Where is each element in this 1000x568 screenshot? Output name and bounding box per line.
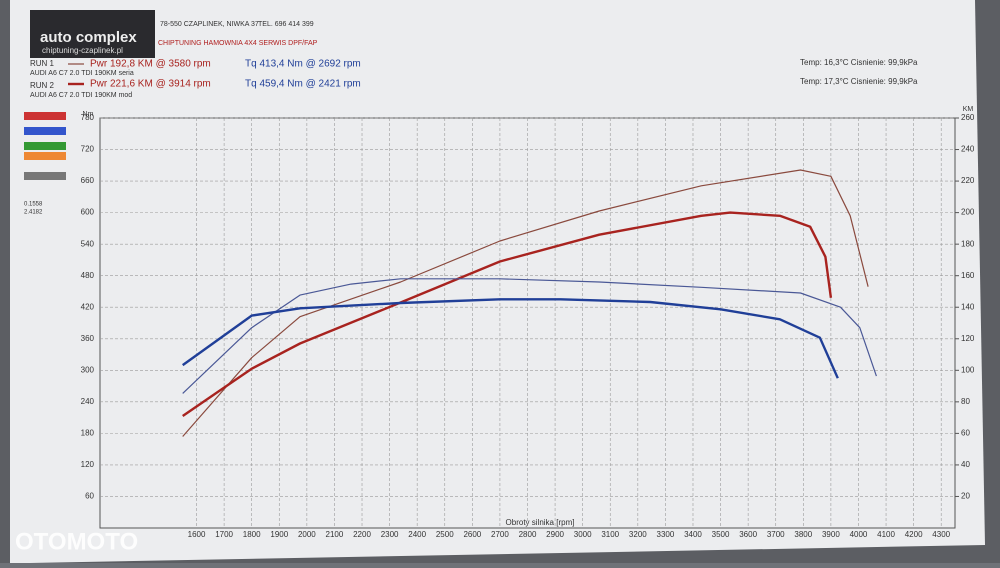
y-tick-label: 540 <box>81 239 95 248</box>
y-tick-label: 240 <box>81 397 95 406</box>
x-tick-label: 2600 <box>463 530 481 539</box>
legend-label: Pwr 192,8 KM @ 3580 rpm <box>90 59 211 70</box>
series-line <box>182 169 869 437</box>
sidebar-value: 2.4182 <box>24 210 43 216</box>
run-label: RUN 1 <box>30 59 55 68</box>
series-line <box>182 211 833 417</box>
x-tick-label: 1900 <box>270 530 288 539</box>
y2-axis-label: KM <box>963 106 974 113</box>
swatch <box>24 172 66 180</box>
y-tick-label: 360 <box>81 334 95 343</box>
y-tick-label: 720 <box>81 145 95 154</box>
y2-tick-label: 200 <box>961 208 975 217</box>
watermark: OTOMOTO <box>15 528 138 555</box>
x-tick-label: 3300 <box>657 530 675 539</box>
paper <box>10 0 985 563</box>
x-tick-label: 2100 <box>326 530 344 539</box>
y2-tick-label: 160 <box>961 271 975 280</box>
x-tick-label: 2900 <box>546 530 564 539</box>
x-tick-label: 3000 <box>574 530 592 539</box>
run-car: AUDI A6 C7 2.0 TDI 190KM seria <box>30 70 134 77</box>
y2-tick-label: 140 <box>961 302 975 311</box>
x-tick-label: 2000 <box>298 530 316 539</box>
conditions: Temp: 17,3°C Cisnienie: 99,9kPa <box>800 77 918 86</box>
swatch <box>24 142 66 150</box>
x-tick-label: 2200 <box>353 530 371 539</box>
x-tick-label: 1800 <box>243 530 261 539</box>
x-tick-label: 3600 <box>739 530 757 539</box>
y2-tick-label: 240 <box>961 145 975 154</box>
y2-tick-label: 20 <box>961 492 970 501</box>
x-tick-label: 3100 <box>601 530 619 539</box>
x-tick-label: 2400 <box>408 530 426 539</box>
x-tick-label: 3200 <box>629 530 647 539</box>
y-tick-label: 600 <box>81 208 95 217</box>
x-tick-label: 2700 <box>491 530 509 539</box>
x-tick-label: 2800 <box>519 530 537 539</box>
x-tick-label: 3900 <box>822 530 840 539</box>
run-label: RUN 2 <box>30 81 55 90</box>
sidebar: 0.1558 2.4182 <box>24 112 66 216</box>
y2-tick-label: 260 <box>961 113 975 122</box>
x-tick-label: 1600 <box>188 530 206 539</box>
y2-tick-label: 40 <box>961 460 970 469</box>
swatch <box>24 152 66 160</box>
x-tick-label: 3500 <box>712 530 730 539</box>
x-tick-label: 3700 <box>767 530 785 539</box>
y-tick-label: 60 <box>85 492 94 501</box>
x-tick-label: 4300 <box>932 530 950 539</box>
y-tick-label: 660 <box>81 176 95 185</box>
x-axis-label: Obroty silnika [rpm] <box>506 518 575 527</box>
y-tick-label: 780 <box>81 113 95 122</box>
legend-label: Tq 413,4 Nm @ 2692 rpm <box>245 59 361 70</box>
swatch <box>24 112 66 120</box>
legend-label: Tq 459,4 Nm @ 2421 rpm <box>245 79 361 90</box>
y2-tick-label: 180 <box>961 239 975 248</box>
y2-tick-label: 60 <box>961 428 970 437</box>
y2-tick-label: 120 <box>961 334 975 343</box>
brand: auto complex <box>40 29 137 46</box>
x-tick-label: 3800 <box>794 530 812 539</box>
legend-label: Pwr 221,6 KM @ 3914 rpm <box>90 79 211 90</box>
x-tick-label: 4200 <box>905 530 923 539</box>
y2-tick-label: 220 <box>961 176 975 185</box>
x-tick-label: 4100 <box>877 530 895 539</box>
y-tick-label: 300 <box>81 365 95 374</box>
y2-tick-label: 80 <box>961 397 970 406</box>
logo-box <box>30 10 155 58</box>
site: chiptuning-czaplinek.pl <box>42 46 123 55</box>
y-tick-label: 480 <box>81 271 95 280</box>
phone: TEL. 696 414 399 <box>258 21 314 28</box>
x-tick-label: 2300 <box>381 530 399 539</box>
y-tick-label: 120 <box>81 460 95 469</box>
series-line <box>182 278 877 394</box>
x-tick-label: 1700 <box>215 530 233 539</box>
y-tick-label: 180 <box>81 428 95 437</box>
conditions: Temp: 16,3°C Cisnienie: 99,9kPa <box>800 58 918 67</box>
y-axis-label: Nm <box>83 111 94 118</box>
x-tick-label: 2500 <box>436 530 454 539</box>
address: 78-550 CZAPLINEK, NIWKA 37 <box>160 21 259 28</box>
x-tick-label: 3400 <box>684 530 702 539</box>
x-tick-label: 4000 <box>850 530 868 539</box>
y2-tick-label: 100 <box>961 365 975 374</box>
swatch <box>24 127 66 135</box>
run-car: AUDI A6 C7 2.0 TDI 190KM mod <box>30 92 132 99</box>
services: CHIPTUNING HAMOWNIA 4X4 SERWIS DPF/FAP <box>158 40 318 47</box>
y-tick-label: 420 <box>81 302 95 311</box>
sidebar-value: 0.1558 <box>24 202 43 208</box>
series-line <box>182 298 839 379</box>
